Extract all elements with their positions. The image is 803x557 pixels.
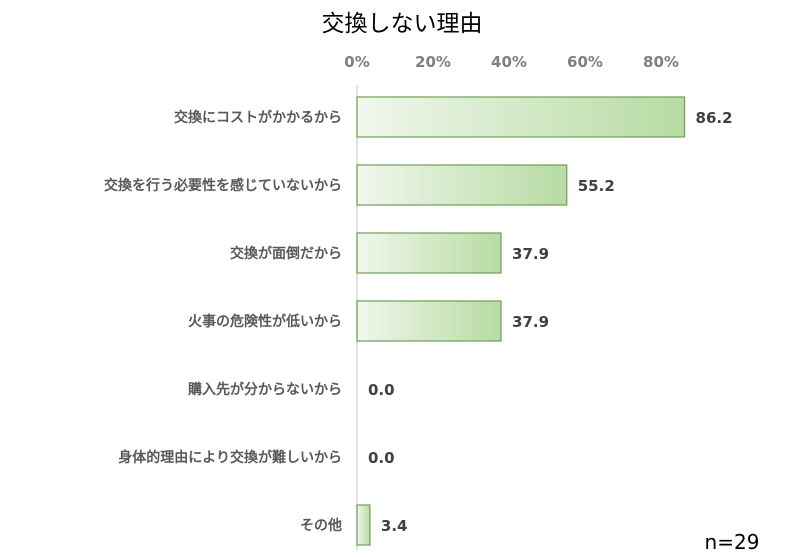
category-label: その他 [300, 517, 342, 534]
x-tick-label: 0% [344, 53, 369, 71]
category-label: 火事の危険性が低いから [188, 313, 342, 330]
category-label: 交換を行う必要性を感じていないから [104, 177, 342, 194]
bar [356, 164, 568, 206]
chart-title: 交換しない理由 [322, 11, 483, 37]
bars: 交換にコストがかかるから 86.2 交換を行う必要性を感じていないから 55.2 交換が… [104, 96, 733, 546]
value-label: 37.9 [512, 245, 549, 263]
bar [356, 232, 502, 274]
x-tick-label: 20% [415, 53, 451, 71]
value-label: 55.2 [578, 177, 615, 195]
sample-size-note: n=29 [705, 530, 760, 554]
category-label: 交換が面倒だから [230, 245, 342, 262]
bar [356, 504, 371, 546]
value-label: 3.4 [381, 517, 408, 535]
x-tick-label: 80% [643, 53, 679, 71]
bar [356, 96, 686, 138]
value-label: 0.0 [368, 381, 395, 399]
bar [356, 300, 502, 342]
x-tick-label: 60% [567, 53, 603, 71]
x-axis-ticks: 0% 20% 40% 60% 80% [344, 53, 679, 71]
category-label: 購入先が分からないから [187, 381, 342, 398]
value-label: 37.9 [512, 313, 549, 331]
category-label: 身体的理由により交換が難しいから [118, 449, 342, 466]
category-label: 交換にコストがかかるから [174, 109, 342, 126]
value-label: 0.0 [368, 449, 395, 467]
x-tick-label: 40% [491, 53, 527, 71]
value-label: 86.2 [696, 109, 733, 127]
